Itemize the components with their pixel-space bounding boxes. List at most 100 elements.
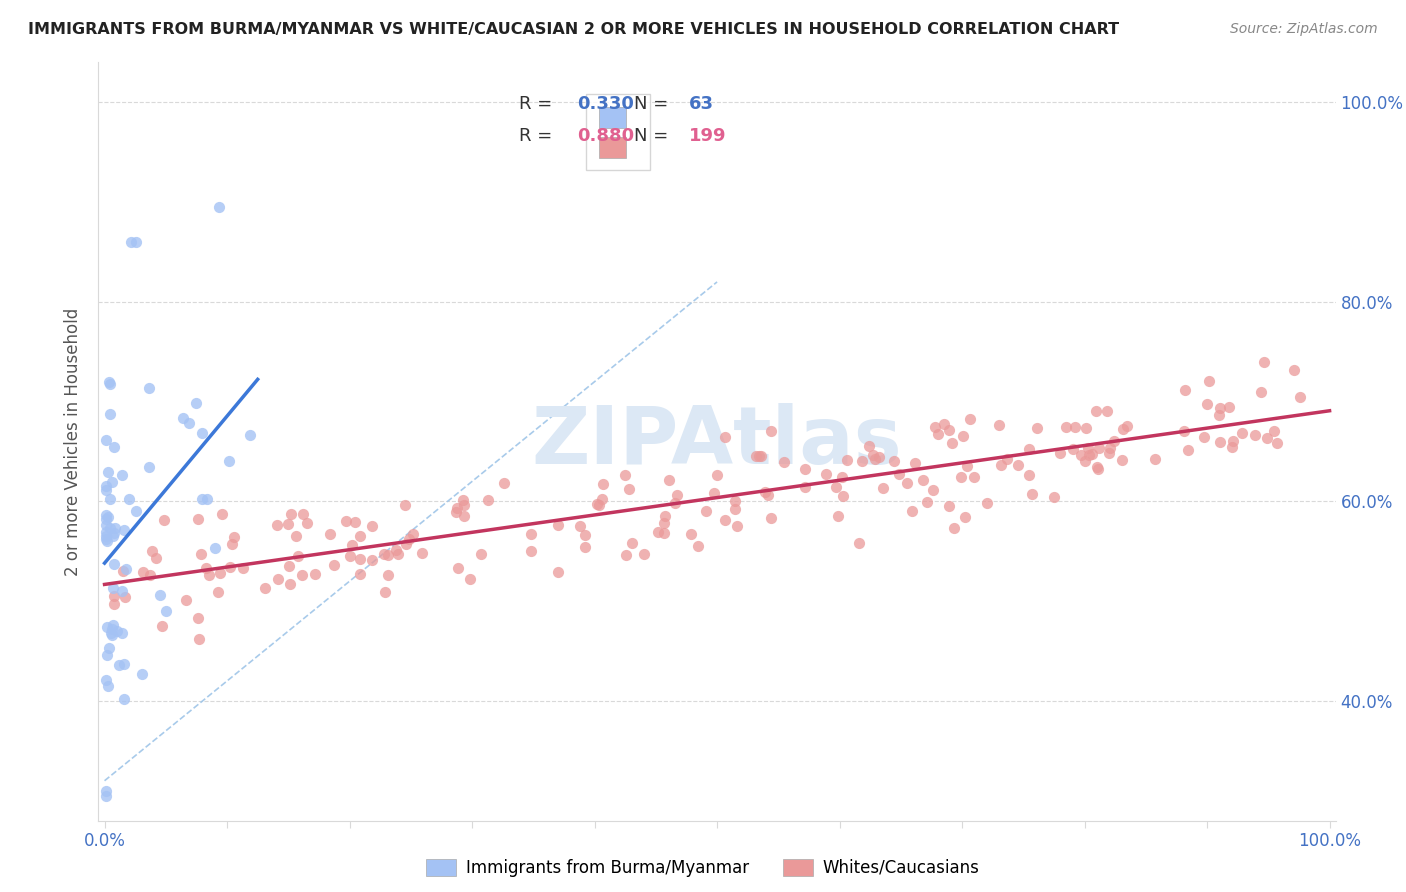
Point — [98, 491, 121, 506]
Point — [917, 495, 939, 509]
Point — [1062, 442, 1084, 456]
Point — [654, 508, 676, 523]
Point — [100, 628, 122, 642]
Point — [222, 530, 245, 544]
Point — [547, 565, 569, 579]
Text: R =: R = — [519, 127, 558, 145]
Point — [349, 552, 371, 566]
Point — [101, 623, 124, 637]
Point — [749, 449, 772, 463]
Point — [1112, 422, 1135, 436]
Point — [477, 493, 499, 508]
Point — [280, 508, 302, 522]
Point — [1282, 363, 1305, 377]
Point — [1209, 401, 1232, 415]
Point — [1253, 355, 1275, 369]
Point — [976, 496, 998, 510]
Point — [987, 417, 1010, 432]
Point — [218, 560, 240, 574]
Point — [103, 598, 125, 612]
Point — [1143, 451, 1166, 466]
Point — [658, 473, 681, 487]
Point — [447, 561, 470, 575]
Point — [666, 487, 689, 501]
Text: IMMIGRANTS FROM BURMA/MYANMAR VS WHITE/CAUCASIAN 2 OR MORE VEHICLES IN HOUSEHOLD: IMMIGRANTS FROM BURMA/MYANMAR VS WHITE/C… — [28, 22, 1119, 37]
Point — [1209, 435, 1232, 450]
Point — [617, 482, 640, 496]
Point — [1173, 425, 1195, 439]
Point — [824, 479, 846, 493]
Point — [411, 546, 433, 560]
Point — [848, 536, 870, 550]
Point — [574, 528, 596, 542]
Point — [1077, 448, 1099, 462]
Point — [950, 470, 973, 484]
Point — [681, 527, 703, 541]
Point — [1288, 390, 1310, 404]
Point — [107, 657, 129, 672]
Point — [208, 200, 231, 214]
Point — [862, 448, 884, 462]
Point — [652, 526, 675, 541]
Point — [1049, 446, 1071, 460]
Point — [453, 498, 475, 512]
Point — [1084, 404, 1107, 418]
Point — [952, 429, 974, 443]
Point — [938, 423, 960, 437]
Point — [1073, 453, 1095, 467]
Point — [794, 461, 817, 475]
Point — [1076, 421, 1098, 435]
Point — [191, 492, 214, 507]
Point — [97, 640, 120, 655]
Point — [1208, 409, 1230, 423]
Point — [725, 519, 748, 533]
Point — [232, 561, 254, 575]
Point — [827, 509, 849, 524]
Point — [652, 516, 675, 531]
Point — [385, 542, 408, 557]
Point — [94, 483, 117, 498]
Point — [373, 547, 395, 561]
Point — [1243, 427, 1265, 442]
Point — [125, 503, 148, 517]
Point — [97, 510, 120, 524]
Point — [138, 381, 160, 395]
Point — [101, 528, 124, 542]
Point — [278, 559, 301, 574]
Point — [520, 544, 543, 558]
Point — [887, 467, 910, 481]
Text: ZIPAtlas: ZIPAtlas — [531, 402, 903, 481]
Point — [153, 513, 176, 527]
Point — [105, 624, 128, 639]
Point — [335, 514, 357, 528]
Point — [278, 577, 301, 591]
Point — [398, 533, 420, 547]
Point — [195, 491, 218, 506]
Point — [633, 547, 655, 561]
Point — [112, 657, 135, 672]
Text: Source: ZipAtlas.com: Source: ZipAtlas.com — [1230, 22, 1378, 37]
Point — [177, 416, 200, 430]
Point — [319, 526, 342, 541]
Point — [101, 475, 124, 489]
Point — [103, 590, 125, 604]
Point — [97, 679, 120, 693]
Point — [218, 454, 240, 468]
Point — [520, 527, 543, 541]
Point — [756, 488, 779, 502]
Point — [831, 470, 853, 484]
Point — [724, 501, 747, 516]
Point — [492, 476, 515, 491]
Point — [141, 544, 163, 558]
Point — [446, 500, 468, 515]
Point — [96, 648, 118, 662]
Point — [208, 566, 231, 581]
Point — [1021, 487, 1043, 501]
Point — [295, 516, 318, 530]
Point — [125, 235, 148, 249]
Point — [402, 527, 425, 541]
Point — [111, 468, 134, 483]
Point — [574, 541, 596, 555]
Point — [851, 454, 873, 468]
Point — [101, 581, 124, 595]
